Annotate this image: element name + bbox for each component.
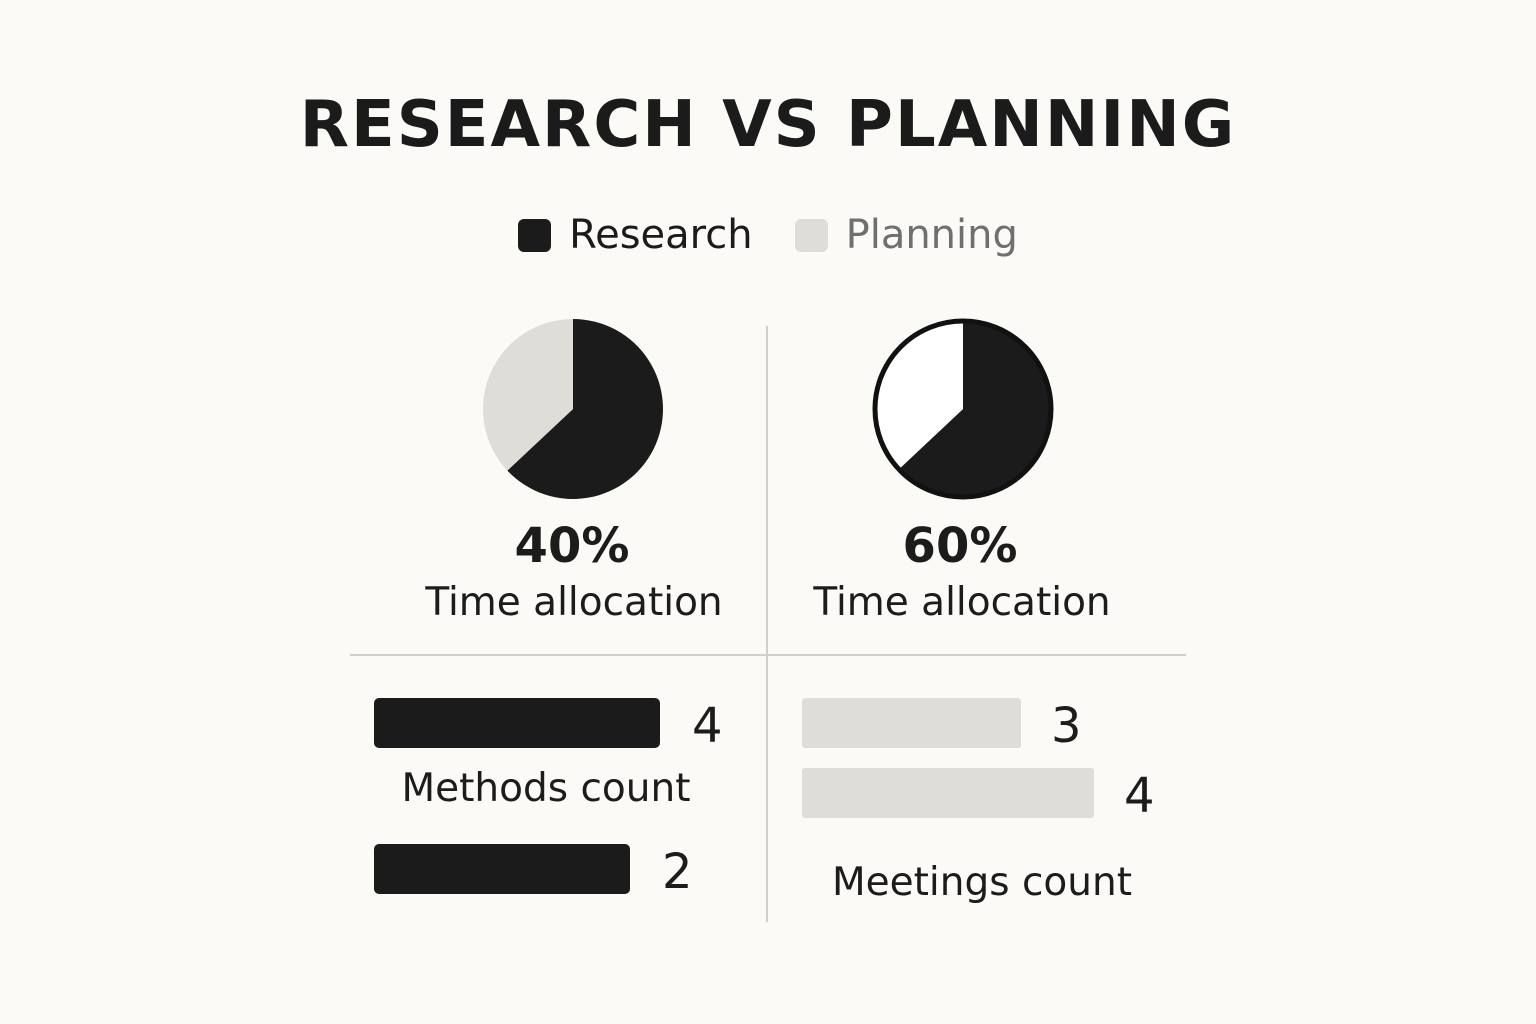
bar-meetings-1	[802, 698, 1021, 748]
pie-chart-planning-time	[872, 318, 1054, 500]
pie-slice-planning	[873, 319, 963, 471]
pie-chart-research-time	[483, 319, 663, 499]
pie-value-label-right: 60%	[902, 518, 1018, 574]
pie-slice-research	[897, 319, 1053, 499]
bar-value-label: 2	[662, 844, 693, 900]
pie-outline	[872, 318, 1054, 500]
pie-caption-left: Time allocation	[425, 580, 723, 625]
bar-value-label: 4	[1124, 768, 1155, 824]
legend: Research Planning	[0, 212, 1536, 258]
horizontal-divider	[350, 654, 1186, 656]
bar-meetings-2	[802, 768, 1094, 818]
pie-slice-research	[507, 319, 663, 499]
bar-caption-methods: Methods count	[401, 766, 691, 811]
legend-swatch-planning	[794, 218, 828, 252]
bar-value-label: 3	[1051, 698, 1082, 754]
legend-item-planning: Planning	[794, 212, 1018, 258]
bar-methods-1	[374, 698, 660, 748]
pie-caption-right: Time allocation	[813, 580, 1111, 625]
vertical-divider	[766, 326, 768, 922]
bar-value-label: 4	[692, 698, 723, 754]
pie-value-label-left: 40%	[514, 518, 630, 574]
bar-caption-meetings: Meetings count	[832, 860, 1132, 905]
bar-methods-2	[374, 844, 630, 894]
pie-slice-planning	[483, 319, 573, 471]
legend-item-research: Research	[518, 212, 753, 258]
legend-label-planning: Planning	[845, 212, 1018, 258]
legend-swatch-research	[518, 218, 552, 252]
chart-title: RESEARCH VS PLANNING	[299, 88, 1237, 162]
legend-label-research: Research	[569, 212, 753, 258]
